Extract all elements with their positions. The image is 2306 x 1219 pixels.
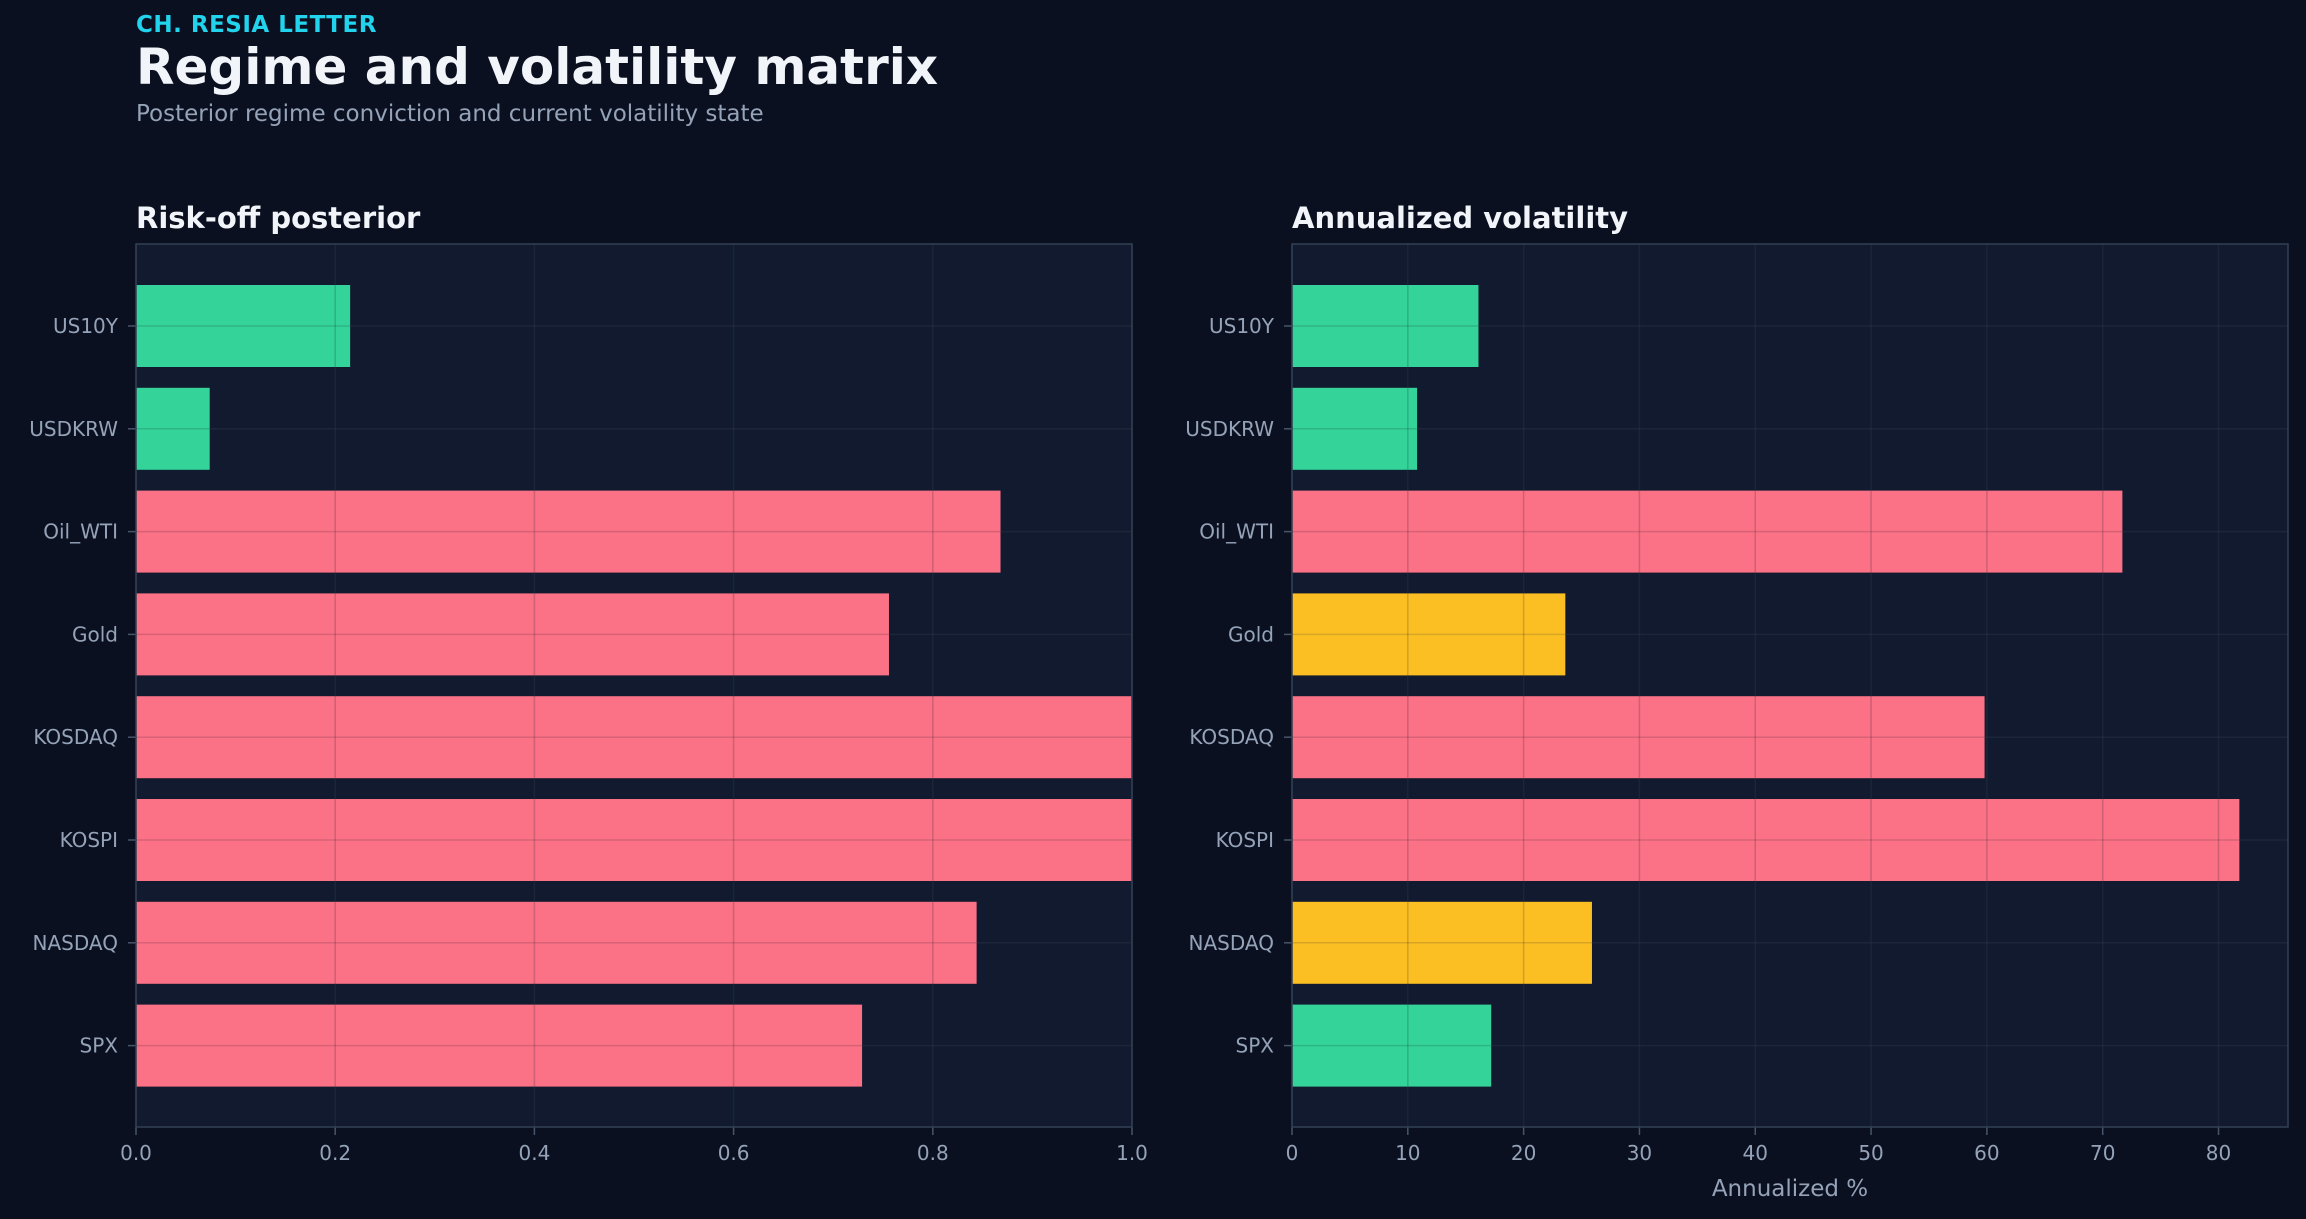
x-tick-label: 50 xyxy=(1858,1141,1883,1165)
plot-frame xyxy=(135,243,1133,1128)
x-tick-label: 70 xyxy=(2090,1141,2115,1165)
y-tick-label: KOSPI xyxy=(1216,828,1274,852)
y-tick-label: US10Y xyxy=(53,314,119,338)
bar-kosdaq xyxy=(1292,696,1985,779)
bar-oil-wti xyxy=(136,490,1001,573)
x-tick-label: 0.2 xyxy=(319,1141,351,1165)
x-tick-label: 10 xyxy=(1395,1141,1420,1165)
plot-area xyxy=(136,244,1132,1127)
y-tick-label: Gold xyxy=(1228,622,1274,646)
bar-nasdaq xyxy=(136,901,977,984)
bar-us10y xyxy=(136,285,351,367)
y-tick-label: KOSDAQ xyxy=(1189,725,1274,749)
x-tick-label: 0.4 xyxy=(518,1141,550,1165)
bar-spx xyxy=(136,1004,863,1087)
x-tick-label: 30 xyxy=(1627,1141,1652,1165)
x-tick-label: 40 xyxy=(1743,1141,1768,1165)
x-tick-label: 0 xyxy=(1286,1141,1299,1165)
bar-spx xyxy=(1292,1004,1492,1087)
chart-title: Annualized volatility xyxy=(1292,201,1628,235)
y-tick-label: KOSPI xyxy=(60,828,118,852)
x-axis-label: Annualized % xyxy=(1712,1176,1868,1202)
bar-oil-wti xyxy=(1292,490,2123,573)
bar-nasdaq xyxy=(1292,901,1592,984)
y-tick-label: USDKRW xyxy=(1185,417,1274,441)
bar-kosdaq xyxy=(136,696,1132,779)
x-tick-label: 80 xyxy=(2206,1141,2231,1165)
x-tick-label: 1.0 xyxy=(1116,1141,1148,1165)
x-tick-label: 60 xyxy=(1974,1141,1999,1165)
bar-kospi xyxy=(1292,799,2240,881)
y-tick-label: Gold xyxy=(72,622,118,646)
bar-usdkrw xyxy=(136,387,210,470)
bar-gold xyxy=(136,593,889,676)
y-tick-label: SPX xyxy=(80,1034,119,1058)
x-tick-label: 0.6 xyxy=(718,1141,750,1165)
y-tick-label: SPX xyxy=(1236,1034,1275,1058)
bar-us10y xyxy=(1292,285,1479,367)
chart-title: Risk-off posterior xyxy=(136,201,421,235)
bar-usdkrw xyxy=(1292,387,1418,470)
page-title: Regime and volatility matrix xyxy=(136,38,939,96)
bar-kospi xyxy=(136,799,1132,881)
plot-frame xyxy=(1291,243,2289,1128)
y-tick-label: Oil_WTI xyxy=(1199,520,1274,544)
y-tick-label: USDKRW xyxy=(29,417,118,441)
y-tick-label: Oil_WTI xyxy=(43,520,118,544)
x-tick-label: 0.0 xyxy=(120,1141,152,1165)
y-tick-label: NASDAQ xyxy=(33,931,118,955)
x-tick-label: 20 xyxy=(1511,1141,1536,1165)
bar-gold xyxy=(1292,593,1566,676)
plot-area xyxy=(1292,244,2288,1127)
page-subtitle: Posterior regime conviction and current … xyxy=(136,101,764,127)
report-kicker: CH. RESIA LETTER xyxy=(136,12,377,38)
y-tick-label: KOSDAQ xyxy=(33,725,118,749)
y-tick-label: US10Y xyxy=(1209,314,1275,338)
x-tick-label: 0.8 xyxy=(917,1141,949,1165)
y-tick-label: NASDAQ xyxy=(1189,931,1274,955)
